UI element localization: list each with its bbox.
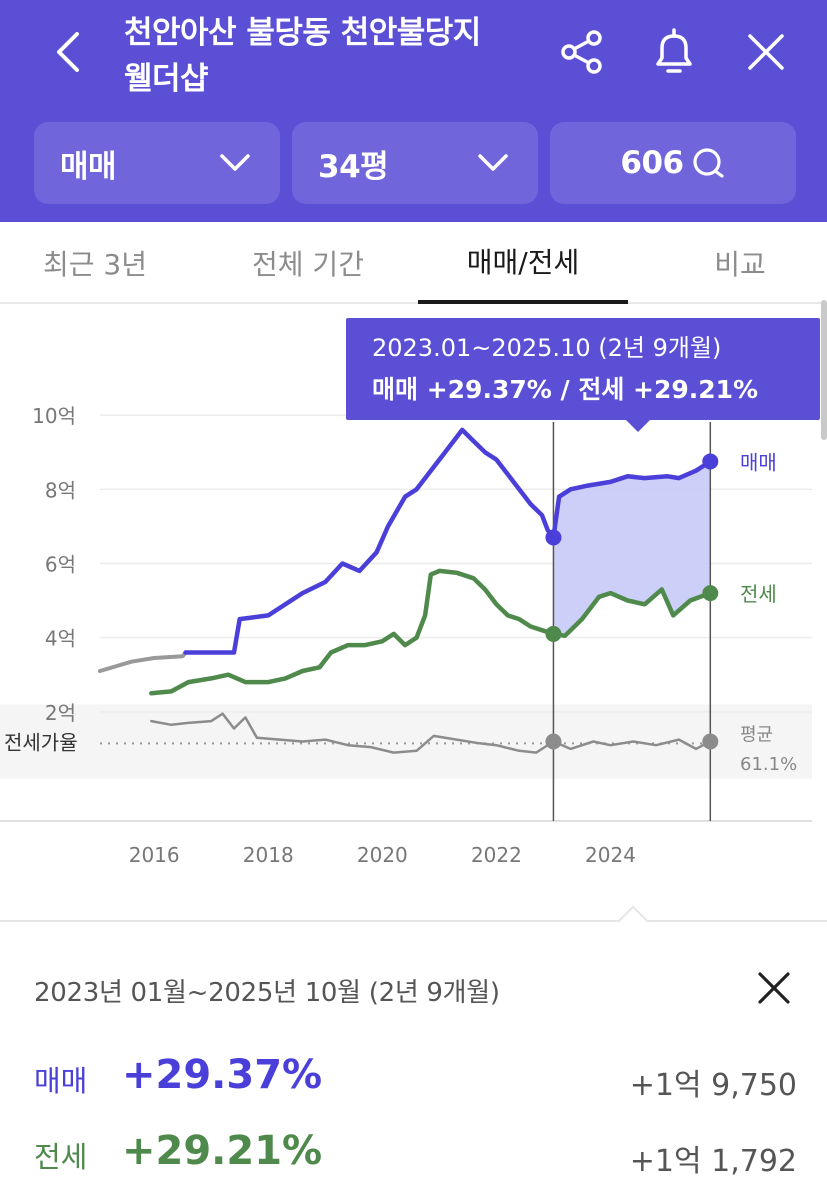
y-tick-label: 2억 [45,701,76,725]
ratio-label: 전세가율 [4,730,78,754]
chevron-down-icon [478,154,508,171]
tab-recent-3y[interactable]: 최근 3년 [43,248,147,281]
back-button[interactable] [40,24,96,80]
close-icon [758,972,790,1004]
y-tick-label: 6억 [45,552,76,576]
sale-label: 매매 [34,1064,88,1098]
close-button[interactable] [738,24,794,80]
jeonse-percent: +29.21% [122,1128,323,1174]
sale-amount: +1억 9,750 [629,1068,797,1103]
y-tick-label: 4억 [45,627,76,651]
tab-all-period[interactable]: 전체 기간 [252,248,364,281]
divider-notch [617,905,649,937]
chevron-down-icon [220,154,250,171]
y-tick-label: 8억 [45,478,76,502]
sale-line [183,427,713,655]
close-icon [748,34,784,70]
jeonse-start-dot [545,625,562,642]
trade-type-value: 매매 [60,148,117,185]
average-value: 61.1% [740,754,797,775]
period-tabs: 최근 3년 전체 기간 매매/전세 비교 [0,222,827,304]
title-line1: 천안아산 불당동 천안불당지 [124,15,481,51]
ratio-start-dot [545,733,562,750]
chevron-left-icon [57,32,79,72]
section-divider [0,920,827,922]
scrollbar[interactable] [821,300,827,440]
jeonse-end-dot [702,585,719,602]
chat-bubble-icon [693,148,724,178]
ratio-end-dot [702,733,719,750]
tooltip-range: 2023.01~2025.10 (2년 9개월) [372,334,722,362]
average-label: 평균 [740,724,773,745]
tooltip-detail: 매매 +29.37% / 전세 +29.21% [372,375,759,404]
jeonse-label: 전세 [34,1140,88,1174]
jeonse-line [149,568,713,696]
trade-type-select[interactable]: 매매 [34,122,280,204]
series-label-jeonse: 전세 [740,582,777,606]
sale-percent: +29.37% [122,1052,323,1098]
page-title: 천안아산 불당동 천안불당지 웰더샵 [124,10,544,102]
summary-close-button[interactable] [752,966,796,1010]
x-tick-label: 2016 [129,843,180,866]
title-line2: 웰더샵 [124,61,209,97]
x-tick-label: 2022 [471,843,522,866]
share-icon [561,30,602,74]
x-tick-label: 2024 [585,843,636,866]
x-tick-label: 2020 [357,843,408,866]
jeonse-amount: +1억 1,792 [629,1144,797,1179]
series-label-sale: 매매 [740,450,777,474]
sale-end-dot [702,453,719,470]
range-tooltip: 2023.01~2025.10 (2년 9개월) 매매 +29.37% / 전세… [346,318,820,420]
y-tick-label: 10억 [32,404,76,428]
tooltip-tail [626,420,650,432]
sale-line-early [98,650,188,673]
tab-compare[interactable]: 비교 [714,248,766,281]
comments-button[interactable]: 606 [550,122,796,204]
bell-icon [656,28,692,73]
ratio-line [150,712,712,754]
notification-button[interactable] [646,24,702,80]
sale-start-dot [545,529,562,546]
x-tick-label: 2018 [243,843,294,866]
size-value: 34평 [318,148,389,185]
comments-count: 606 [620,145,684,181]
summary-range: 2023년 01월~2025년 10월 (2년 9개월) [34,978,500,1008]
ratio-band [0,704,812,779]
share-button[interactable] [554,24,610,80]
size-select[interactable]: 34평 [292,122,538,204]
tab-sale-jeonse[interactable]: 매매/전세 [418,222,628,304]
highlight-area [553,461,711,636]
app-header: 천안아산 불당동 천안불당지 웰더샵 매매 34평 [0,0,827,222]
